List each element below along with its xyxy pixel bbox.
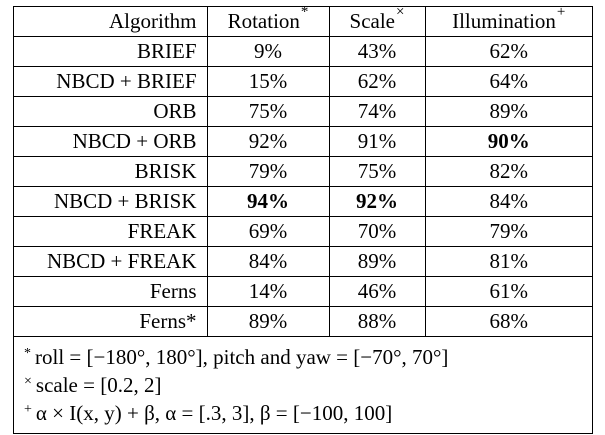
cell-rotation: 69% — [206, 216, 329, 247]
cell-scale: 89% — [328, 246, 425, 277]
cell-rotation: 92% — [206, 126, 329, 157]
results-table-frame: Algorithm Rotation* Scale× Illumination+… — [13, 4, 593, 434]
cell-rotation: 14% — [206, 276, 329, 307]
header-row: Algorithm Rotation* Scale× Illumination+ — [14, 4, 592, 37]
footnote-text: roll = [−180°, 180°], pitch and yaw = [−… — [35, 345, 449, 369]
cell-scale: 88% — [328, 306, 425, 337]
table-row: ORB 75% 74% 89% — [14, 96, 592, 127]
table-row: Ferns* 89% 88% 68% — [14, 306, 592, 337]
footnote-mark: * — [24, 346, 31, 361]
cell-algorithm: Ferns* — [14, 306, 207, 337]
table-body: BRIEF 9% 43% 62% NBCD + BRIEF 15% 62% 64% ORB 75%… — [14, 36, 592, 337]
footnote-mark: × — [24, 374, 32, 389]
cell-algorithm: FREAK — [14, 216, 207, 247]
cell-illumination: 61% — [424, 276, 592, 307]
cell-scale: 70% — [328, 216, 425, 247]
header-scale-mark: × — [396, 4, 405, 20]
table-row: NBCD + BRIEF 15% 62% 64% — [14, 66, 592, 97]
table-row: BRISK 79% 75% 82% — [14, 156, 592, 187]
cell-rotation: 84% — [206, 246, 329, 277]
cell-illumination: 64% — [424, 66, 592, 97]
cell-illumination: 79% — [424, 216, 592, 247]
table-row: NBCD + BRISK 94% 92% 84% — [14, 186, 592, 217]
cell-scale: 62% — [328, 66, 425, 97]
cell-scale: 92% — [328, 186, 425, 217]
cell-rotation: 15% — [206, 66, 329, 97]
header-scale: Scale× — [328, 4, 425, 37]
footnote-mark: + — [24, 402, 32, 417]
table-row: BRIEF 9% 43% 62% — [14, 36, 592, 67]
results-table: Algorithm Rotation* Scale× Illumination+… — [14, 4, 592, 337]
cell-illumination: 89% — [424, 96, 592, 127]
cell-algorithm: NBCD + FREAK — [14, 246, 207, 277]
cell-algorithm: ORB — [14, 96, 207, 127]
cell-algorithm: Ferns — [14, 276, 207, 307]
cell-rotation: 89% — [206, 306, 329, 337]
cell-rotation: 75% — [206, 96, 329, 127]
table-row: Ferns 14% 46% 61% — [14, 276, 592, 307]
cell-rotation: 9% — [206, 36, 329, 67]
cell-illumination: 82% — [424, 156, 592, 187]
cell-scale: 75% — [328, 156, 425, 187]
cell-algorithm: BRISK — [14, 156, 207, 187]
cell-algorithm: NBCD + BRIEF — [14, 66, 207, 97]
header-illumination: Illumination+ — [424, 4, 592, 37]
cell-scale: 74% — [328, 96, 425, 127]
cell-algorithm: BRIEF — [14, 36, 207, 67]
table-row: FREAK 69% 70% 79% — [14, 216, 592, 247]
footnote: × scale = [0.2, 2] — [24, 371, 582, 399]
footnotes: * roll = [−180°, 180°], pitch and yaw = [… — [14, 337, 592, 433]
footnote-text: scale = [0.2, 2] — [35, 373, 162, 397]
cell-illumination: 62% — [424, 36, 592, 67]
cell-scale: 43% — [328, 36, 425, 67]
header-rotation-mark: * — [300, 4, 309, 20]
footnote: * roll = [−180°, 180°], pitch and yaw = [… — [24, 343, 582, 371]
cell-scale: 91% — [328, 126, 425, 157]
cell-rotation: 79% — [206, 156, 329, 187]
cell-illumination: 84% — [424, 186, 592, 217]
table-row: NBCD + ORB 92% 91% 90% — [14, 126, 592, 157]
header-algorithm: Algorithm — [14, 7, 207, 37]
cell-algorithm: NBCD + BRISK — [14, 186, 207, 217]
cell-illumination: 90% — [424, 126, 592, 157]
header-illumination-mark: + — [556, 4, 566, 20]
table-row: NBCD + FREAK 84% 89% 81% — [14, 246, 592, 277]
footnote-text: α × I(x, y) + β, α = [.3, 3], β = [−100,… — [35, 401, 393, 425]
cell-algorithm: NBCD + ORB — [14, 126, 207, 157]
footnote: + α × I(x, y) + β, α = [.3, 3], β = [−100… — [24, 399, 582, 427]
cell-illumination: 81% — [424, 246, 592, 277]
cell-rotation: 94% — [206, 186, 329, 217]
cell-illumination: 68% — [424, 306, 592, 337]
header-rotation: Rotation* — [206, 4, 329, 37]
cell-scale: 46% — [328, 276, 425, 307]
